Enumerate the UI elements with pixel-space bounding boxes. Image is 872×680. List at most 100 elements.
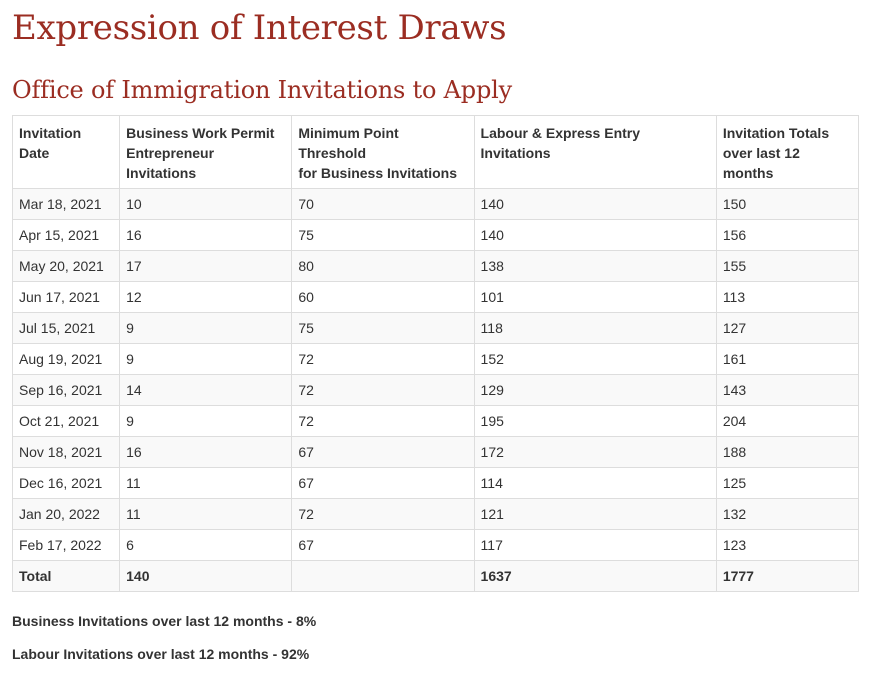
header-row: Invitation Date Business Work Permit Ent…	[11, 115, 860, 189]
header-invitation-totals: Invitation Totals over last 12 months	[715, 115, 860, 189]
cell-total: 150	[715, 188, 860, 220]
cell-labour: 129	[473, 374, 717, 406]
cell-date: Jan 20, 2022	[11, 498, 121, 530]
cell-total: 188	[715, 436, 860, 468]
cell-business: 6	[119, 529, 293, 561]
header-minimum-point-threshold: Minimum Point Threshold for Business Inv…	[291, 115, 475, 189]
table-row: Jun 17, 2021 12 60 101 113	[11, 281, 860, 313]
cell-total: 123	[715, 529, 860, 561]
table-row: Oct 21, 2021 9 72 195 204	[11, 405, 860, 437]
cell-labour: 140	[473, 188, 717, 220]
cell-total: 113	[715, 281, 860, 313]
cell-business: 10	[119, 188, 293, 220]
cell-threshold: 80	[291, 250, 475, 282]
cell-business: 16	[119, 219, 293, 251]
cell-date: Aug 19, 2021	[11, 343, 121, 375]
cell-threshold: 67	[291, 529, 475, 561]
table-row: Dec 16, 2021 11 67 114 125	[11, 467, 860, 499]
table-body: Mar 18, 2021 10 70 140 150 Apr 15, 2021 …	[11, 188, 860, 561]
table-row: Mar 18, 2021 10 70 140 150	[11, 188, 860, 220]
header-line: Invitation	[19, 125, 82, 141]
cell-business: 17	[119, 250, 293, 282]
cell-business: 14	[119, 374, 293, 406]
header-line: Labour & Express Entry	[480, 125, 641, 141]
cell-date: Feb 17, 2022	[11, 529, 121, 561]
cell-date: Oct 21, 2021	[11, 405, 121, 437]
header-line: for Business Invitations	[298, 165, 458, 181]
cell-threshold: 72	[291, 343, 475, 375]
table-row: Nov 18, 2021 16 67 172 188	[11, 436, 860, 468]
cell-date: Dec 16, 2021	[11, 467, 121, 499]
cell-business: 9	[119, 405, 293, 437]
totals-row: Total 140 1637 1777	[11, 560, 860, 592]
totals-label: Total	[11, 560, 121, 592]
header-labour-express-entry: Labour & Express Entry Invitations	[473, 115, 717, 189]
cell-labour: 118	[473, 312, 717, 344]
cell-business: 11	[119, 498, 293, 530]
section-title: Office of Immigration Invitations to App…	[12, 76, 512, 104]
totals-business: 140	[119, 560, 293, 592]
cell-total: 127	[715, 312, 860, 344]
header-line: Date	[19, 145, 50, 161]
cell-labour: 117	[473, 529, 717, 561]
cell-date: Jun 17, 2021	[11, 281, 121, 313]
cell-date: Apr 15, 2021	[11, 219, 121, 251]
labour-invitations-note: Labour Invitations over last 12 months -…	[12, 646, 310, 662]
cell-business: 11	[119, 467, 293, 499]
cell-total: 125	[715, 467, 860, 499]
cell-labour: 152	[473, 343, 717, 375]
header-line: Entrepreneur	[126, 145, 215, 161]
header-line: Invitations	[480, 145, 551, 161]
page-title: Expression of Interest Draws	[12, 8, 507, 48]
header-invitation-date: Invitation Date	[11, 115, 121, 189]
header-line: Invitations	[126, 165, 197, 181]
cell-business: 9	[119, 343, 293, 375]
cell-threshold: 67	[291, 436, 475, 468]
totals-threshold	[291, 560, 475, 592]
cell-labour: 172	[473, 436, 717, 468]
cell-threshold: 70	[291, 188, 475, 220]
cell-labour: 138	[473, 250, 717, 282]
cell-business: 9	[119, 312, 293, 344]
cell-total: 204	[715, 405, 860, 437]
table-row: Feb 17, 2022 6 67 117 123	[11, 529, 860, 561]
cell-labour: 195	[473, 405, 717, 437]
table-row: Sep 16, 2021 14 72 129 143	[11, 374, 860, 406]
table-row: Jul 15, 2021 9 75 118 127	[11, 312, 860, 344]
header-line: Business Work Permit	[126, 125, 275, 141]
invitations-table: Invitation Date Business Work Permit Ent…	[11, 115, 860, 592]
cell-labour: 140	[473, 219, 717, 251]
header-line: Invitation Totals	[722, 125, 830, 141]
cell-total: 132	[715, 498, 860, 530]
cell-date: Jul 15, 2021	[11, 312, 121, 344]
cell-total: 143	[715, 374, 860, 406]
totals-overall: 1777	[715, 560, 860, 592]
header-line: Threshold	[298, 145, 366, 161]
cell-total: 155	[715, 250, 860, 282]
table-footer: Total 140 1637 1777	[11, 560, 860, 592]
cell-total: 161	[715, 343, 860, 375]
cell-threshold: 75	[291, 219, 475, 251]
cell-date: Nov 18, 2021	[11, 436, 121, 468]
cell-threshold: 67	[291, 467, 475, 499]
cell-threshold: 72	[291, 374, 475, 406]
table-row: Jan 20, 2022 11 72 121 132	[11, 498, 860, 530]
cell-labour: 101	[473, 281, 717, 313]
cell-labour: 114	[473, 467, 717, 499]
cell-threshold: 72	[291, 405, 475, 437]
cell-date: May 20, 2021	[11, 250, 121, 282]
table-row: May 20, 2021 17 80 138 155	[11, 250, 860, 282]
cell-threshold: 60	[291, 281, 475, 313]
header-line: Minimum Point	[298, 125, 399, 141]
cell-date: Mar 18, 2021	[11, 188, 121, 220]
header-business-work-permit: Business Work Permit Entrepreneur Invita…	[119, 115, 293, 189]
totals-labour: 1637	[473, 560, 717, 592]
cell-threshold: 72	[291, 498, 475, 530]
table-row: Apr 15, 2021 16 75 140 156	[11, 219, 860, 251]
cell-business: 12	[119, 281, 293, 313]
cell-threshold: 75	[291, 312, 475, 344]
cell-business: 16	[119, 436, 293, 468]
header-line: over last 12	[722, 145, 800, 161]
cell-date: Sep 16, 2021	[11, 374, 121, 406]
header-line: months	[722, 165, 774, 181]
